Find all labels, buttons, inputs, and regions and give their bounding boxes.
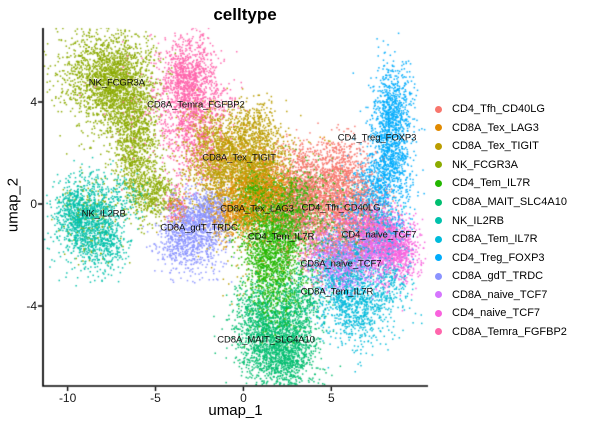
legend-label: CD4_Tem_IL7R xyxy=(452,177,531,190)
legend-swatch-icon xyxy=(435,272,442,280)
legend-label: CD8A_Temra_FGFBP2 xyxy=(452,325,567,338)
cluster-label-cd8a_tex_lag3: CD8A_Tex_LAG3 xyxy=(220,203,294,215)
cluster-label-cd4_tem_il7r: CD4_Tem_IL7R xyxy=(247,231,315,243)
cluster-label-cd4_naive_tcf7: CD4_naive_TCF7 xyxy=(341,229,417,241)
cluster-label-cd4_tfh_cd40lg: CD4_Tfh_CD40LG xyxy=(301,202,381,214)
cluster-label-cd8a_tex_tigit: CD8A_Tex_TIGIT xyxy=(202,152,276,164)
cluster-label-cd8a_tem_il7r: CD8A_Tem_IL7R xyxy=(300,286,374,298)
y-tick-label: -4 xyxy=(26,298,37,313)
legend-swatch-icon xyxy=(435,198,442,206)
y-tick-label: 4 xyxy=(30,94,37,109)
legend-label: CD8A_gdT_TRDC xyxy=(452,270,544,283)
legend-item-nk_fcgr3a: NK_FCGR3A xyxy=(432,156,567,175)
legend-swatch-icon xyxy=(435,105,442,113)
legend-item-cd8a_tex_tigit: CD8A_Tex_TIGIT xyxy=(432,137,567,156)
cluster-label-cd4_treg_foxp3: CD4_Treg_FOXP3 xyxy=(337,132,417,144)
legend-label: CD4_Treg_FOXP3 xyxy=(452,251,545,264)
x-tick-label: -5 xyxy=(150,391,161,405)
legend-label: CD8A_Tex_LAG3 xyxy=(452,121,539,134)
legend-swatch-icon xyxy=(435,235,442,243)
legend-item-cd4_treg_foxp3: CD4_Treg_FOXP3 xyxy=(432,248,567,267)
legend-item-cd8a_naive_tcf7: CD8A_naive_TCF7 xyxy=(432,285,567,304)
legend-label: NK_IL2RB xyxy=(452,214,504,227)
x-axis-title: umap_1 xyxy=(208,402,263,419)
legend-swatch-icon xyxy=(435,161,442,169)
legend-swatch-icon xyxy=(435,179,442,187)
cluster-label-nk_fcgr3a: NK_FCGR3A xyxy=(88,77,145,89)
legend-swatch-icon xyxy=(435,309,442,317)
legend-label: CD8A_Tex_TIGIT xyxy=(452,140,539,153)
x-tick-label: 5 xyxy=(327,391,335,405)
legend-item-cd8a_temra_fgfbp2: CD8A_Temra_FGFBP2 xyxy=(432,323,567,342)
cluster-label-cd8a_gdt_trdc: CD8A_gdT_TRDC xyxy=(160,222,238,234)
legend-label: NK_FCGR3A xyxy=(452,158,519,171)
legend-swatch-icon xyxy=(435,291,442,299)
cluster-label-nk_il2rb: NK_IL2RB xyxy=(81,208,126,220)
legend-item-cd4_tfh_cd40lg: CD4_Tfh_CD40LG xyxy=(432,100,567,119)
legend-item-cd8a_tem_il7r: CD8A_Tem_IL7R xyxy=(432,230,567,249)
legend-item-nk_il2rb: NK_IL2RB xyxy=(432,211,567,230)
legend-swatch-icon xyxy=(435,254,442,262)
legend-item-cd8a_gdt_trdc: CD8A_gdT_TRDC xyxy=(432,267,567,286)
cluster-label-cd8a_naive_tcf7: CD8A_naive_TCF7 xyxy=(300,258,382,270)
y-axis-title: umap_2 xyxy=(4,177,22,233)
x-tick-label: 0 xyxy=(240,391,247,405)
legend: CD4_Tfh_CD40LG CD8A_Tex_LAG3 CD8A_Tex_TIGI… xyxy=(432,100,567,341)
legend-label: CD8A_naive_TCF7 xyxy=(452,288,548,301)
x-tick-label: -10 xyxy=(58,391,77,405)
legend-item-cd8a_tex_lag3: CD8A_Tex_LAG3 xyxy=(432,119,567,138)
y-tick-label: 0 xyxy=(30,196,37,211)
legend-label: CD8A_MAIT_SLC4A10 xyxy=(452,196,567,208)
plot-title: celltype xyxy=(213,5,277,24)
legend-swatch-icon xyxy=(435,217,442,225)
cluster-label-cd8a_temra_fgfbp2: CD8A_Temra_FGFBP2 xyxy=(147,99,245,111)
legend-swatch-icon xyxy=(435,124,442,132)
legend-swatch-icon xyxy=(435,328,442,336)
cluster-label-cd8a_mait_slc4a10: CD8A_MAIT_SLC4A10 xyxy=(217,334,315,346)
legend-label: CD8A_Tem_IL7R xyxy=(452,233,538,246)
legend-item-cd4_tem_il7r: CD4_Tem_IL7R xyxy=(432,174,567,193)
legend-item-cd4_naive_tcf7: CD4_naive_TCF7 xyxy=(432,304,567,323)
legend-label: CD4_Tfh_CD40LG xyxy=(452,103,545,116)
legend-swatch-icon xyxy=(435,142,442,150)
legend-label: CD4_naive_TCF7 xyxy=(452,307,541,320)
legend-item-cd8a_mait_slc4a10: CD8A_MAIT_SLC4A10 xyxy=(432,193,567,212)
